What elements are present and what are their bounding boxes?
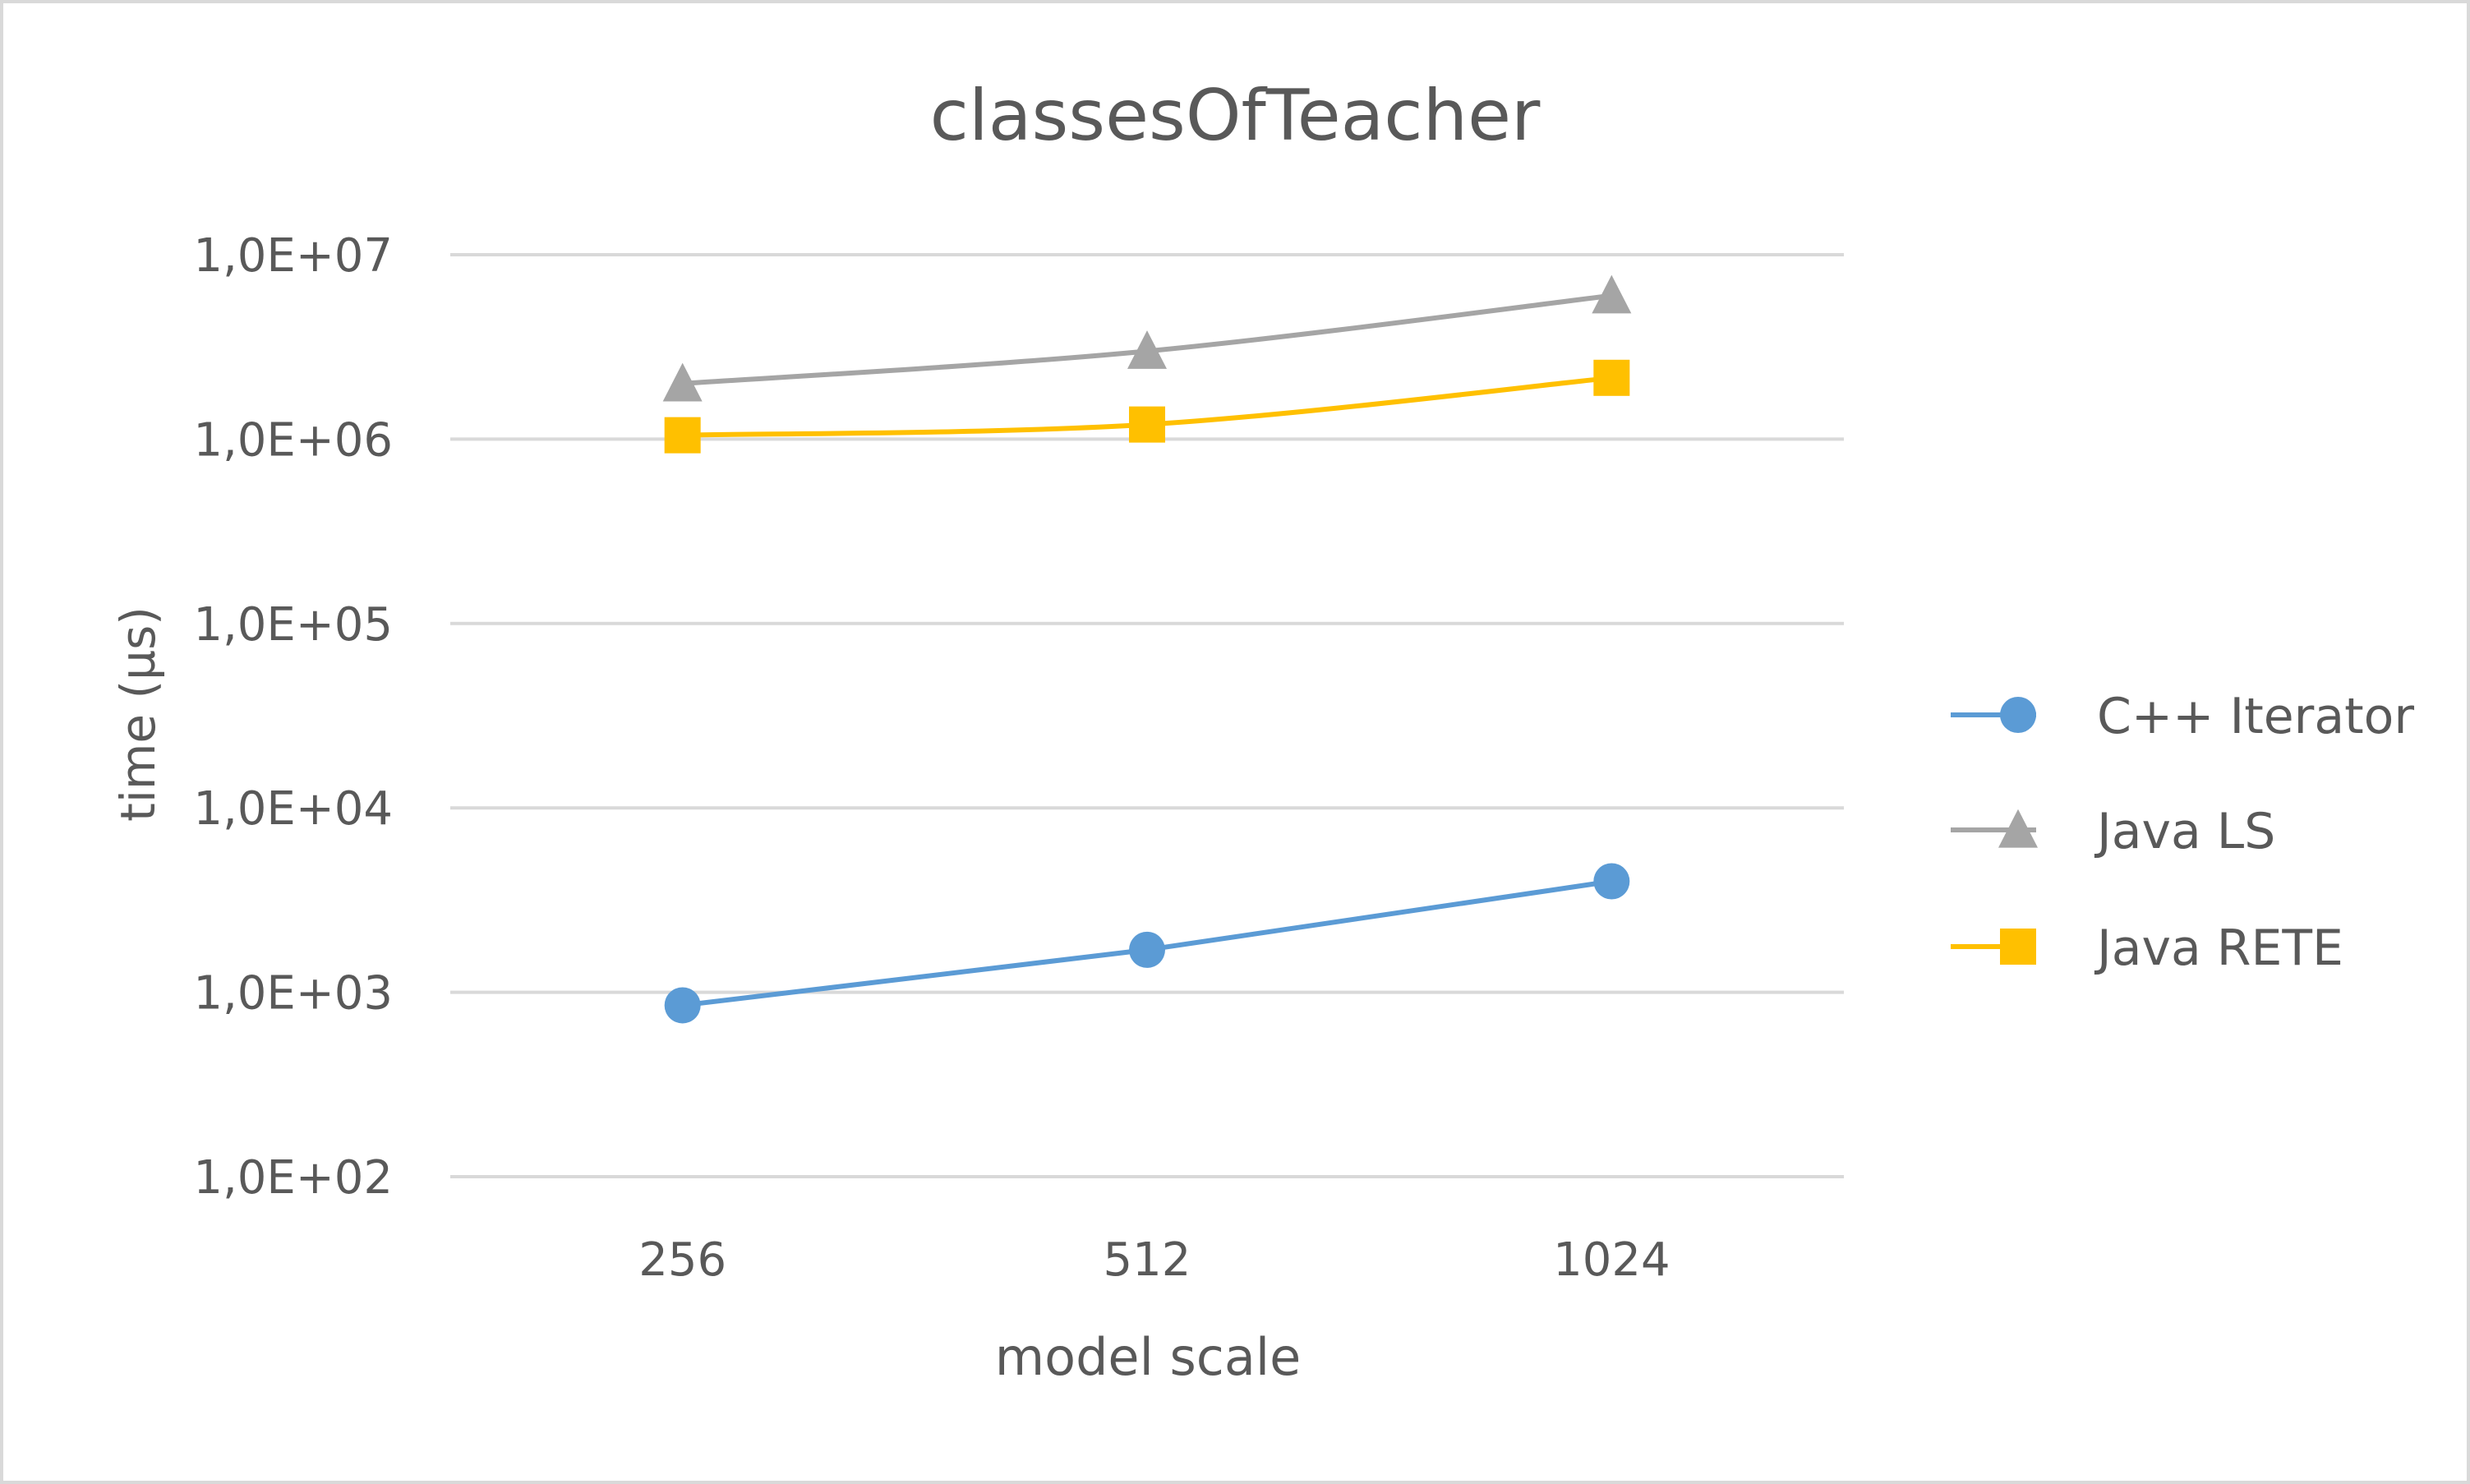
marker-square [1129, 406, 1165, 443]
y-tick-labels: 1,0E+02 1,0E+03 1,0E+04 1,0E+05 1,0E+06 1,0E+… [193, 229, 393, 1205]
y-tick-label: 1,0E+07 [193, 229, 393, 283]
y-tick-label: 1,0E+02 [193, 1151, 393, 1205]
x-tick-label: 1024 [1553, 1233, 1670, 1287]
marker-circle [1129, 931, 1165, 968]
marker-square [664, 417, 701, 454]
marker-square [1593, 359, 1630, 396]
y-tick-label: 1,0E+05 [193, 598, 393, 652]
y-tick-label: 1,0E+03 [193, 967, 393, 1021]
series-java-rete [664, 359, 1630, 454]
series-java-ls [662, 274, 1632, 402]
marker-triangle [1127, 330, 1167, 369]
marker-circle [664, 987, 701, 1024]
x-tick-labels: 256 512 1024 [638, 1233, 1670, 1287]
marker-triangle [662, 362, 703, 402]
x-tick-label: 512 [1104, 1233, 1191, 1287]
legend-item: C++ Iterator [1951, 688, 2414, 745]
legend-label: Java LS [2094, 803, 2275, 860]
marker-circle [2000, 697, 2036, 733]
y-tick-label: 1,0E+06 [193, 413, 393, 467]
marker-circle [1593, 863, 1630, 900]
series-c-iterator [664, 863, 1630, 1024]
legend-label: C++ Iterator [2097, 688, 2414, 745]
grid-lines [450, 253, 1844, 1178]
legend-item: Java LS [1951, 803, 2275, 860]
marker-triangle [1592, 274, 1632, 314]
legend: C++ Iterator Java LS Java RETE [1951, 688, 2414, 977]
x-axis-title: model scale [995, 1327, 1302, 1387]
series-layer [662, 274, 1632, 1024]
x-tick-label: 256 [638, 1233, 726, 1287]
chart-title: classesOfTeacher [930, 75, 1541, 157]
legend-item: Java RETE [1951, 919, 2343, 977]
y-tick-label: 1,0E+04 [193, 782, 393, 836]
marker-square [2000, 929, 2036, 965]
legend-label: Java RETE [2094, 919, 2343, 977]
y-axis-title: time (µs) [110, 606, 166, 822]
marker-triangle [1998, 809, 2038, 848]
